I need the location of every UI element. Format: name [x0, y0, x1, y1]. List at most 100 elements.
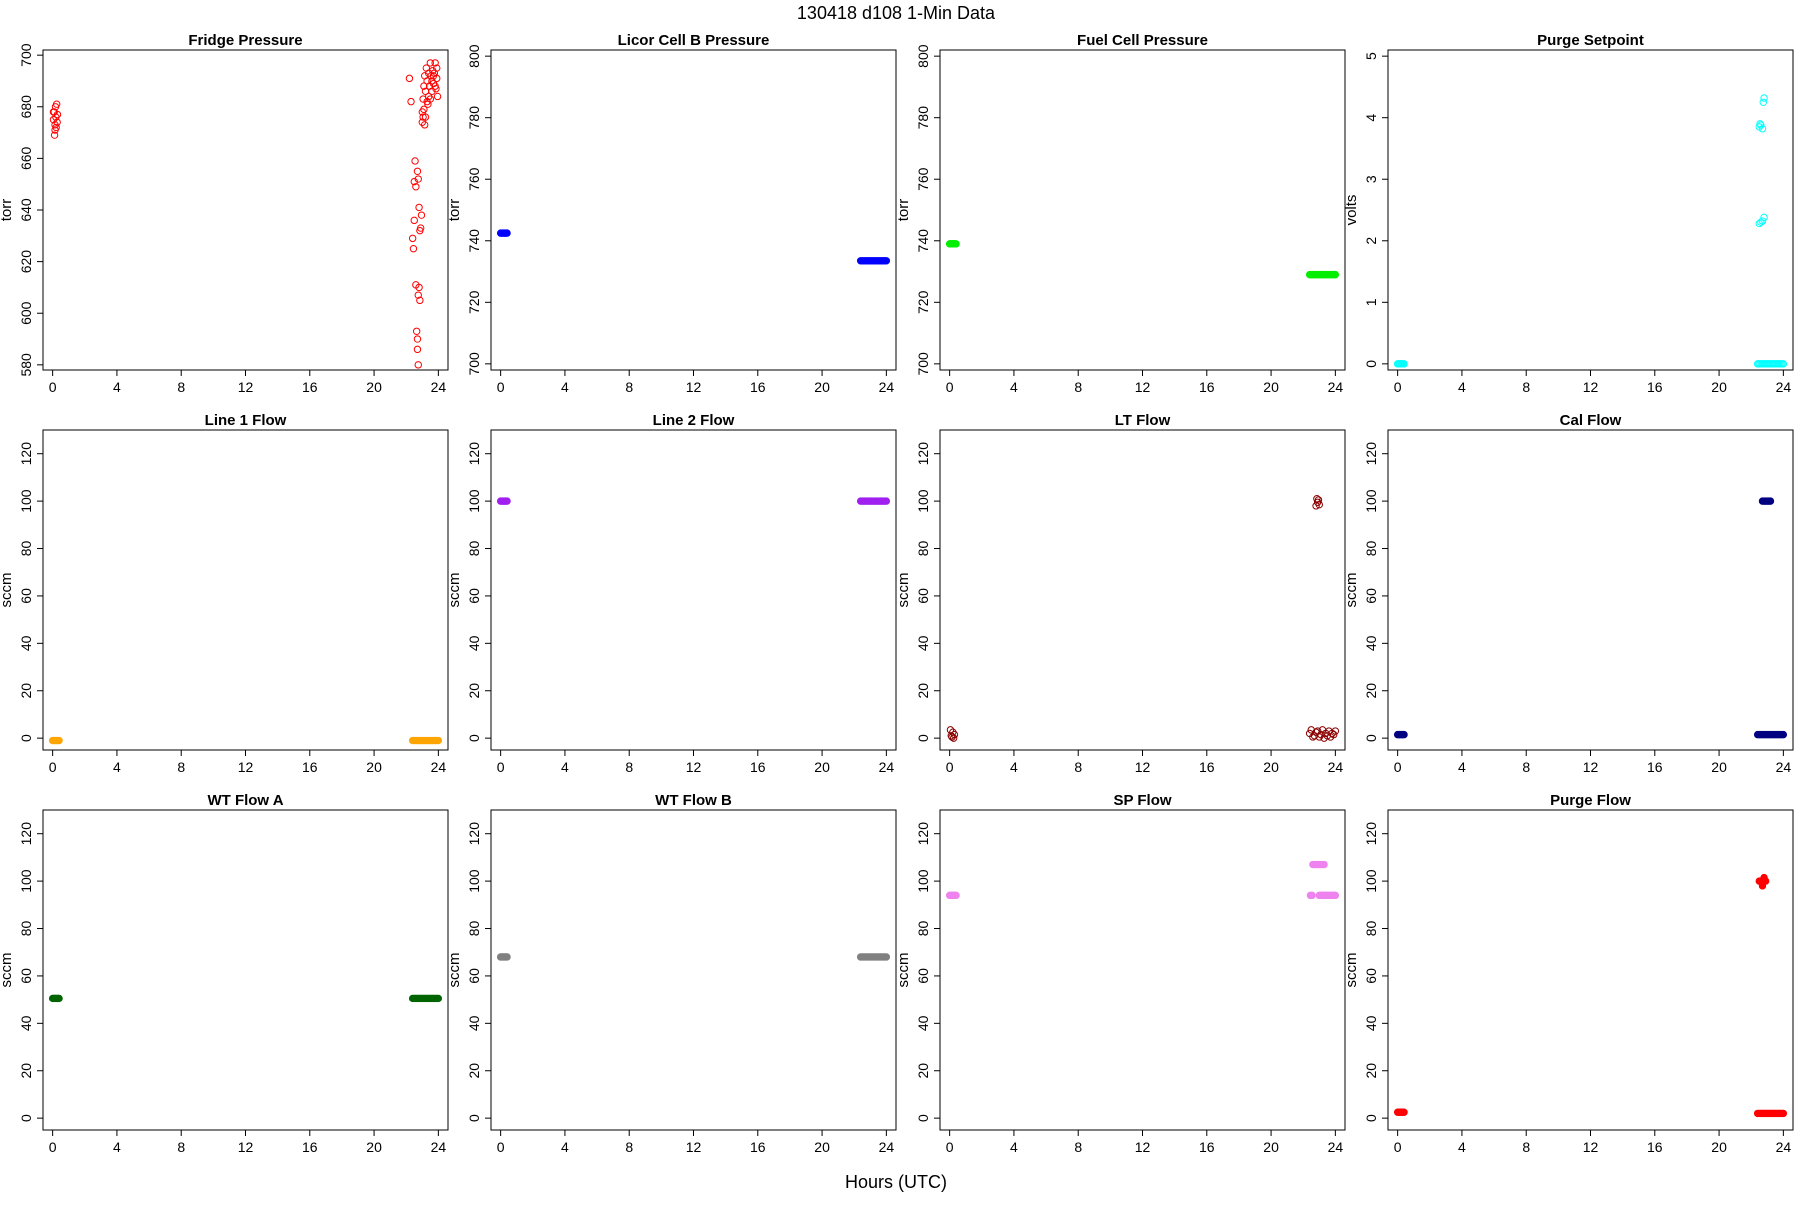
data-points [496, 497, 891, 505]
panel-title: Cal Flow [1560, 412, 1622, 429]
x-tick-label: 4 [561, 1139, 569, 1155]
data-point [51, 126, 59, 134]
x-tick-label: 8 [1522, 759, 1530, 775]
data-point [420, 82, 428, 90]
data-point [55, 736, 63, 745]
plot-frame [939, 809, 1346, 1131]
y-tick-label: 100 [915, 489, 931, 513]
data-point [1759, 98, 1767, 107]
data-point [1779, 730, 1788, 739]
x-tick-label: 4 [561, 759, 569, 775]
data-point [412, 327, 421, 335]
y-tick-label: 0 [18, 1114, 34, 1122]
y-tick-label: 0 [18, 734, 34, 742]
y-tick-label: 4 [1363, 114, 1379, 122]
y-tick-label: 80 [466, 541, 482, 557]
data-point [1331, 727, 1340, 735]
y-tick-label: 600 [18, 301, 34, 325]
data-point [428, 87, 436, 95]
data-point [426, 59, 435, 67]
y-tick-label: 780 [466, 106, 482, 130]
y-tick-label: 40 [915, 1015, 931, 1031]
x-tick-label: 16 [1647, 759, 1663, 775]
y-axis-label: sccm [1343, 573, 1360, 608]
data-point [882, 497, 891, 505]
x-tick-label: 8 [625, 759, 633, 775]
data-point [410, 216, 418, 225]
y-tick-label: 40 [466, 1015, 482, 1031]
data-point [423, 97, 431, 106]
data-point [414, 361, 422, 369]
x-tick-label: 24 [879, 1139, 895, 1155]
data-point [415, 283, 423, 292]
panel-title: Fridge Pressure [188, 32, 302, 49]
data-point [414, 175, 422, 183]
data-point [420, 105, 428, 114]
y-tick-label: 80 [466, 921, 482, 937]
y-axis-label: torr [895, 199, 912, 222]
panel-12: Purge Flow sccm 0 4 8 12 16 20 24 0 20 40 60 80 100 120 [1343, 792, 1794, 1155]
y-axis-label: sccm [446, 953, 463, 988]
x-tick-label: 4 [1010, 1139, 1018, 1155]
data-points [1393, 94, 1788, 368]
data-points [49, 59, 442, 369]
y-tick-label: 60 [915, 588, 931, 604]
x-tick-label: 20 [366, 1139, 382, 1155]
y-tick-label: 120 [466, 822, 482, 846]
panel-title: Purge Setpoint [1537, 32, 1644, 49]
x-tick-label: 16 [1199, 759, 1215, 775]
plot-frame [42, 809, 449, 1131]
data-point [416, 296, 424, 305]
data-point [53, 118, 61, 126]
y-tick-label: 780 [915, 106, 931, 130]
data-point [408, 234, 417, 243]
x-tick-label: 16 [1199, 379, 1215, 395]
panel-title: WT Flow A [207, 792, 283, 809]
x-tick-label: 24 [1776, 1139, 1792, 1155]
x-tick-label: 24 [1328, 1139, 1344, 1155]
y-tick-label: 40 [18, 635, 34, 651]
x-tick-label: 24 [1776, 759, 1792, 775]
y-tick-label: 120 [1363, 822, 1379, 846]
y-tick-label: 2 [1363, 237, 1379, 245]
panel-6: Line 2 Flow sccm 0 4 8 12 16 20 24 0 20 40 60 80 100 12… [446, 412, 897, 775]
data-point [49, 115, 58, 124]
data-point [431, 82, 439, 90]
y-tick-label: 60 [1363, 968, 1379, 984]
y-tick-label: 740 [466, 229, 482, 253]
data-point [418, 118, 426, 126]
x-tick-label: 16 [302, 379, 318, 395]
data-point [428, 77, 436, 85]
x-tick-label: 4 [113, 379, 121, 395]
y-tick-label: 60 [466, 588, 482, 604]
plot-frame [490, 49, 897, 371]
y-tick-label: 20 [466, 683, 482, 699]
panel-9: WT Flow A sccm 0 4 8 12 16 20 24 0 20 40 60 80 100 120 [0, 792, 449, 1155]
data-point [413, 345, 422, 354]
data-point [948, 733, 956, 741]
y-tick-label: 120 [915, 822, 931, 846]
data-point [1315, 500, 1323, 509]
data-point [53, 110, 62, 119]
data-points [945, 240, 1340, 279]
x-tick-label: 24 [1328, 379, 1344, 395]
data-point [434, 736, 443, 745]
panel-10: WT Flow B sccm 0 4 8 12 16 20 24 0 20 40 60 80 100 120 [446, 792, 897, 1155]
x-tick-label: 16 [1199, 1139, 1215, 1155]
panel-title: Fuel Cell Pressure [1077, 32, 1208, 49]
plot-frame [42, 429, 449, 751]
page-title: 130418 d108 1-Min Data [797, 3, 996, 23]
data-point [416, 226, 424, 235]
y-tick-label: 120 [18, 442, 34, 466]
x-tick-label: 4 [1458, 759, 1466, 775]
y-tick-label: 660 [18, 146, 34, 170]
x-tick-label: 20 [814, 379, 830, 395]
x-tick-label: 8 [177, 1139, 185, 1155]
data-point [503, 953, 511, 961]
x-tick-label: 4 [561, 379, 569, 395]
y-tick-label: 60 [18, 588, 34, 604]
x-tick-label: 4 [1010, 379, 1018, 395]
data-point [503, 229, 511, 237]
data-point [412, 183, 420, 191]
